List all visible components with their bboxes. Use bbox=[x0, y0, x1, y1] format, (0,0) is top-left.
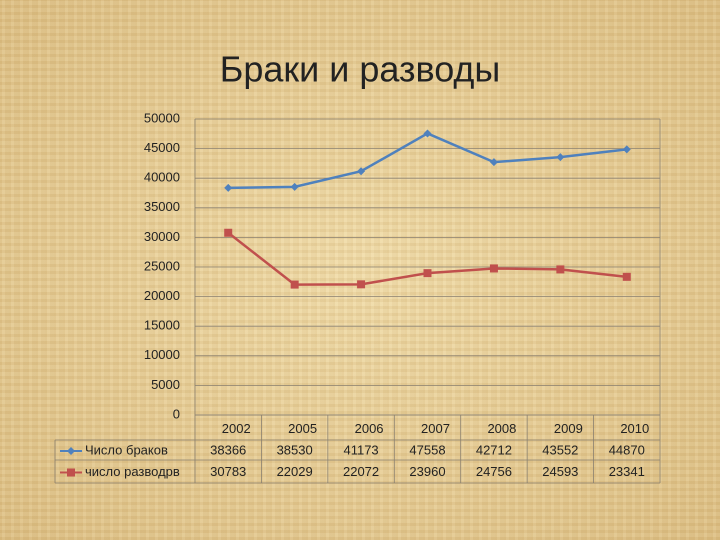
chart-title: Браки и разводы bbox=[220, 49, 501, 90]
data-point bbox=[357, 280, 366, 289]
data-point bbox=[622, 145, 631, 154]
legend-marker bbox=[67, 447, 75, 455]
x-tick-label: 2010 bbox=[620, 421, 649, 436]
y-tick-label: 15000 bbox=[144, 318, 180, 333]
y-tick-label: 0 bbox=[173, 406, 180, 421]
y-tick-label: 50000 bbox=[144, 110, 180, 125]
x-tick-label: 2007 bbox=[421, 421, 450, 436]
y-tick-label: 35000 bbox=[144, 199, 180, 214]
data-point bbox=[290, 182, 299, 191]
table-value: 38366 bbox=[210, 442, 246, 457]
y-tick-label: 10000 bbox=[144, 347, 180, 362]
legend-marker bbox=[67, 468, 75, 477]
legend-label: Число браков bbox=[85, 442, 168, 457]
y-tick-label: 30000 bbox=[144, 229, 180, 244]
table-value: 47558 bbox=[409, 442, 445, 457]
x-tick-label: 2009 bbox=[554, 421, 583, 436]
data-point bbox=[423, 129, 432, 138]
data-point bbox=[622, 272, 631, 281]
y-tick-label: 20000 bbox=[144, 288, 180, 303]
x-tick-label: 2005 bbox=[288, 421, 317, 436]
table-value: 24593 bbox=[542, 464, 578, 479]
table-value: 23341 bbox=[609, 464, 645, 479]
y-tick-label: 45000 bbox=[144, 140, 180, 155]
data-point bbox=[556, 153, 565, 162]
table-value: 41173 bbox=[343, 442, 378, 457]
x-tick-label: 2002 bbox=[222, 421, 251, 436]
y-tick-label: 5000 bbox=[151, 377, 180, 392]
data-point bbox=[489, 264, 498, 273]
series-line bbox=[228, 132, 627, 190]
data-point bbox=[423, 269, 432, 278]
data-point bbox=[357, 167, 366, 176]
data-point bbox=[489, 158, 498, 167]
data-point bbox=[290, 280, 299, 289]
data-point bbox=[224, 183, 233, 192]
table-value: 30783 bbox=[210, 464, 246, 479]
data-point bbox=[224, 228, 233, 237]
table-value: 42712 bbox=[476, 442, 512, 457]
y-tick-label: 40000 bbox=[144, 170, 180, 185]
x-tick-label: 2006 bbox=[355, 421, 384, 436]
x-tick-label: 2008 bbox=[487, 421, 516, 436]
y-tick-label: 25000 bbox=[144, 258, 180, 273]
table-value: 22072 bbox=[343, 464, 379, 479]
data-point bbox=[556, 265, 565, 274]
legend-label: число разводрв bbox=[85, 464, 180, 479]
table-value: 24756 bbox=[476, 464, 512, 479]
table-value: 43552 bbox=[542, 442, 578, 457]
table-value: 23960 bbox=[409, 464, 445, 479]
table-value: 22029 bbox=[277, 464, 313, 479]
table-value: 38530 bbox=[277, 442, 313, 457]
table-value: 44870 bbox=[609, 442, 645, 457]
